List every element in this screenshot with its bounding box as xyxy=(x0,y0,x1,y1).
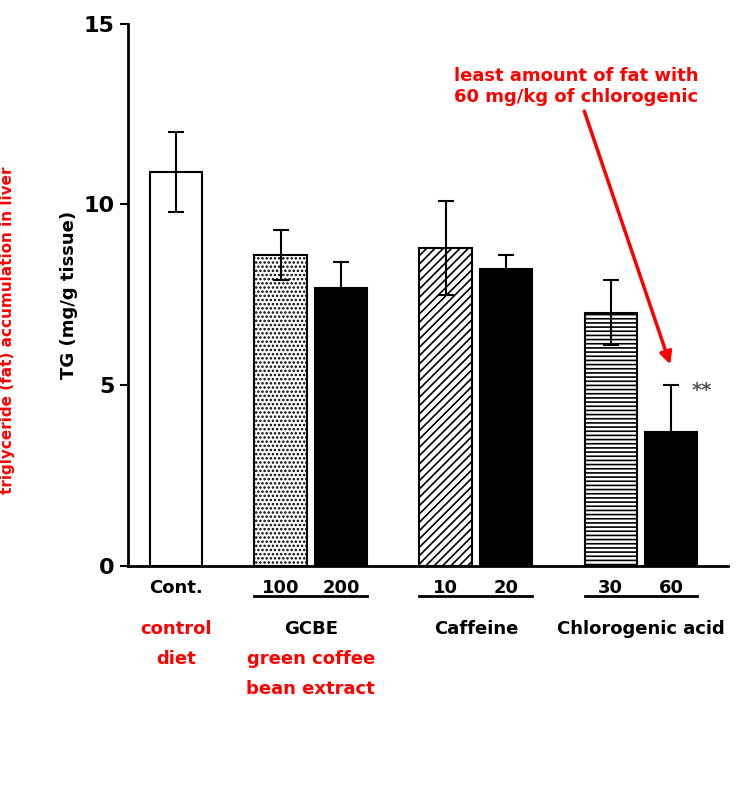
Text: triglyceride (fat) accumulation in liver: triglyceride (fat) accumulation in liver xyxy=(0,167,15,494)
Bar xyxy=(645,432,698,566)
Y-axis label: TG (mg/g tissue): TG (mg/g tissue) xyxy=(60,211,78,379)
Text: Caffeine: Caffeine xyxy=(433,620,518,638)
Text: **: ** xyxy=(692,380,712,399)
Bar xyxy=(254,255,307,566)
Bar xyxy=(150,172,202,566)
Text: green coffee: green coffee xyxy=(247,650,375,668)
Text: Chlorogenic acid: Chlorogenic acid xyxy=(557,620,724,638)
Text: least amount of fat with
60 mg/kg of chlorogenic: least amount of fat with 60 mg/kg of chl… xyxy=(454,67,698,361)
Text: GCBE: GCBE xyxy=(284,620,338,638)
Bar xyxy=(584,313,637,566)
Text: diet: diet xyxy=(156,650,196,668)
Bar xyxy=(480,270,532,566)
Text: control: control xyxy=(140,620,212,638)
Bar xyxy=(315,288,367,566)
Text: bean extract: bean extract xyxy=(246,680,375,698)
Bar xyxy=(419,248,472,566)
